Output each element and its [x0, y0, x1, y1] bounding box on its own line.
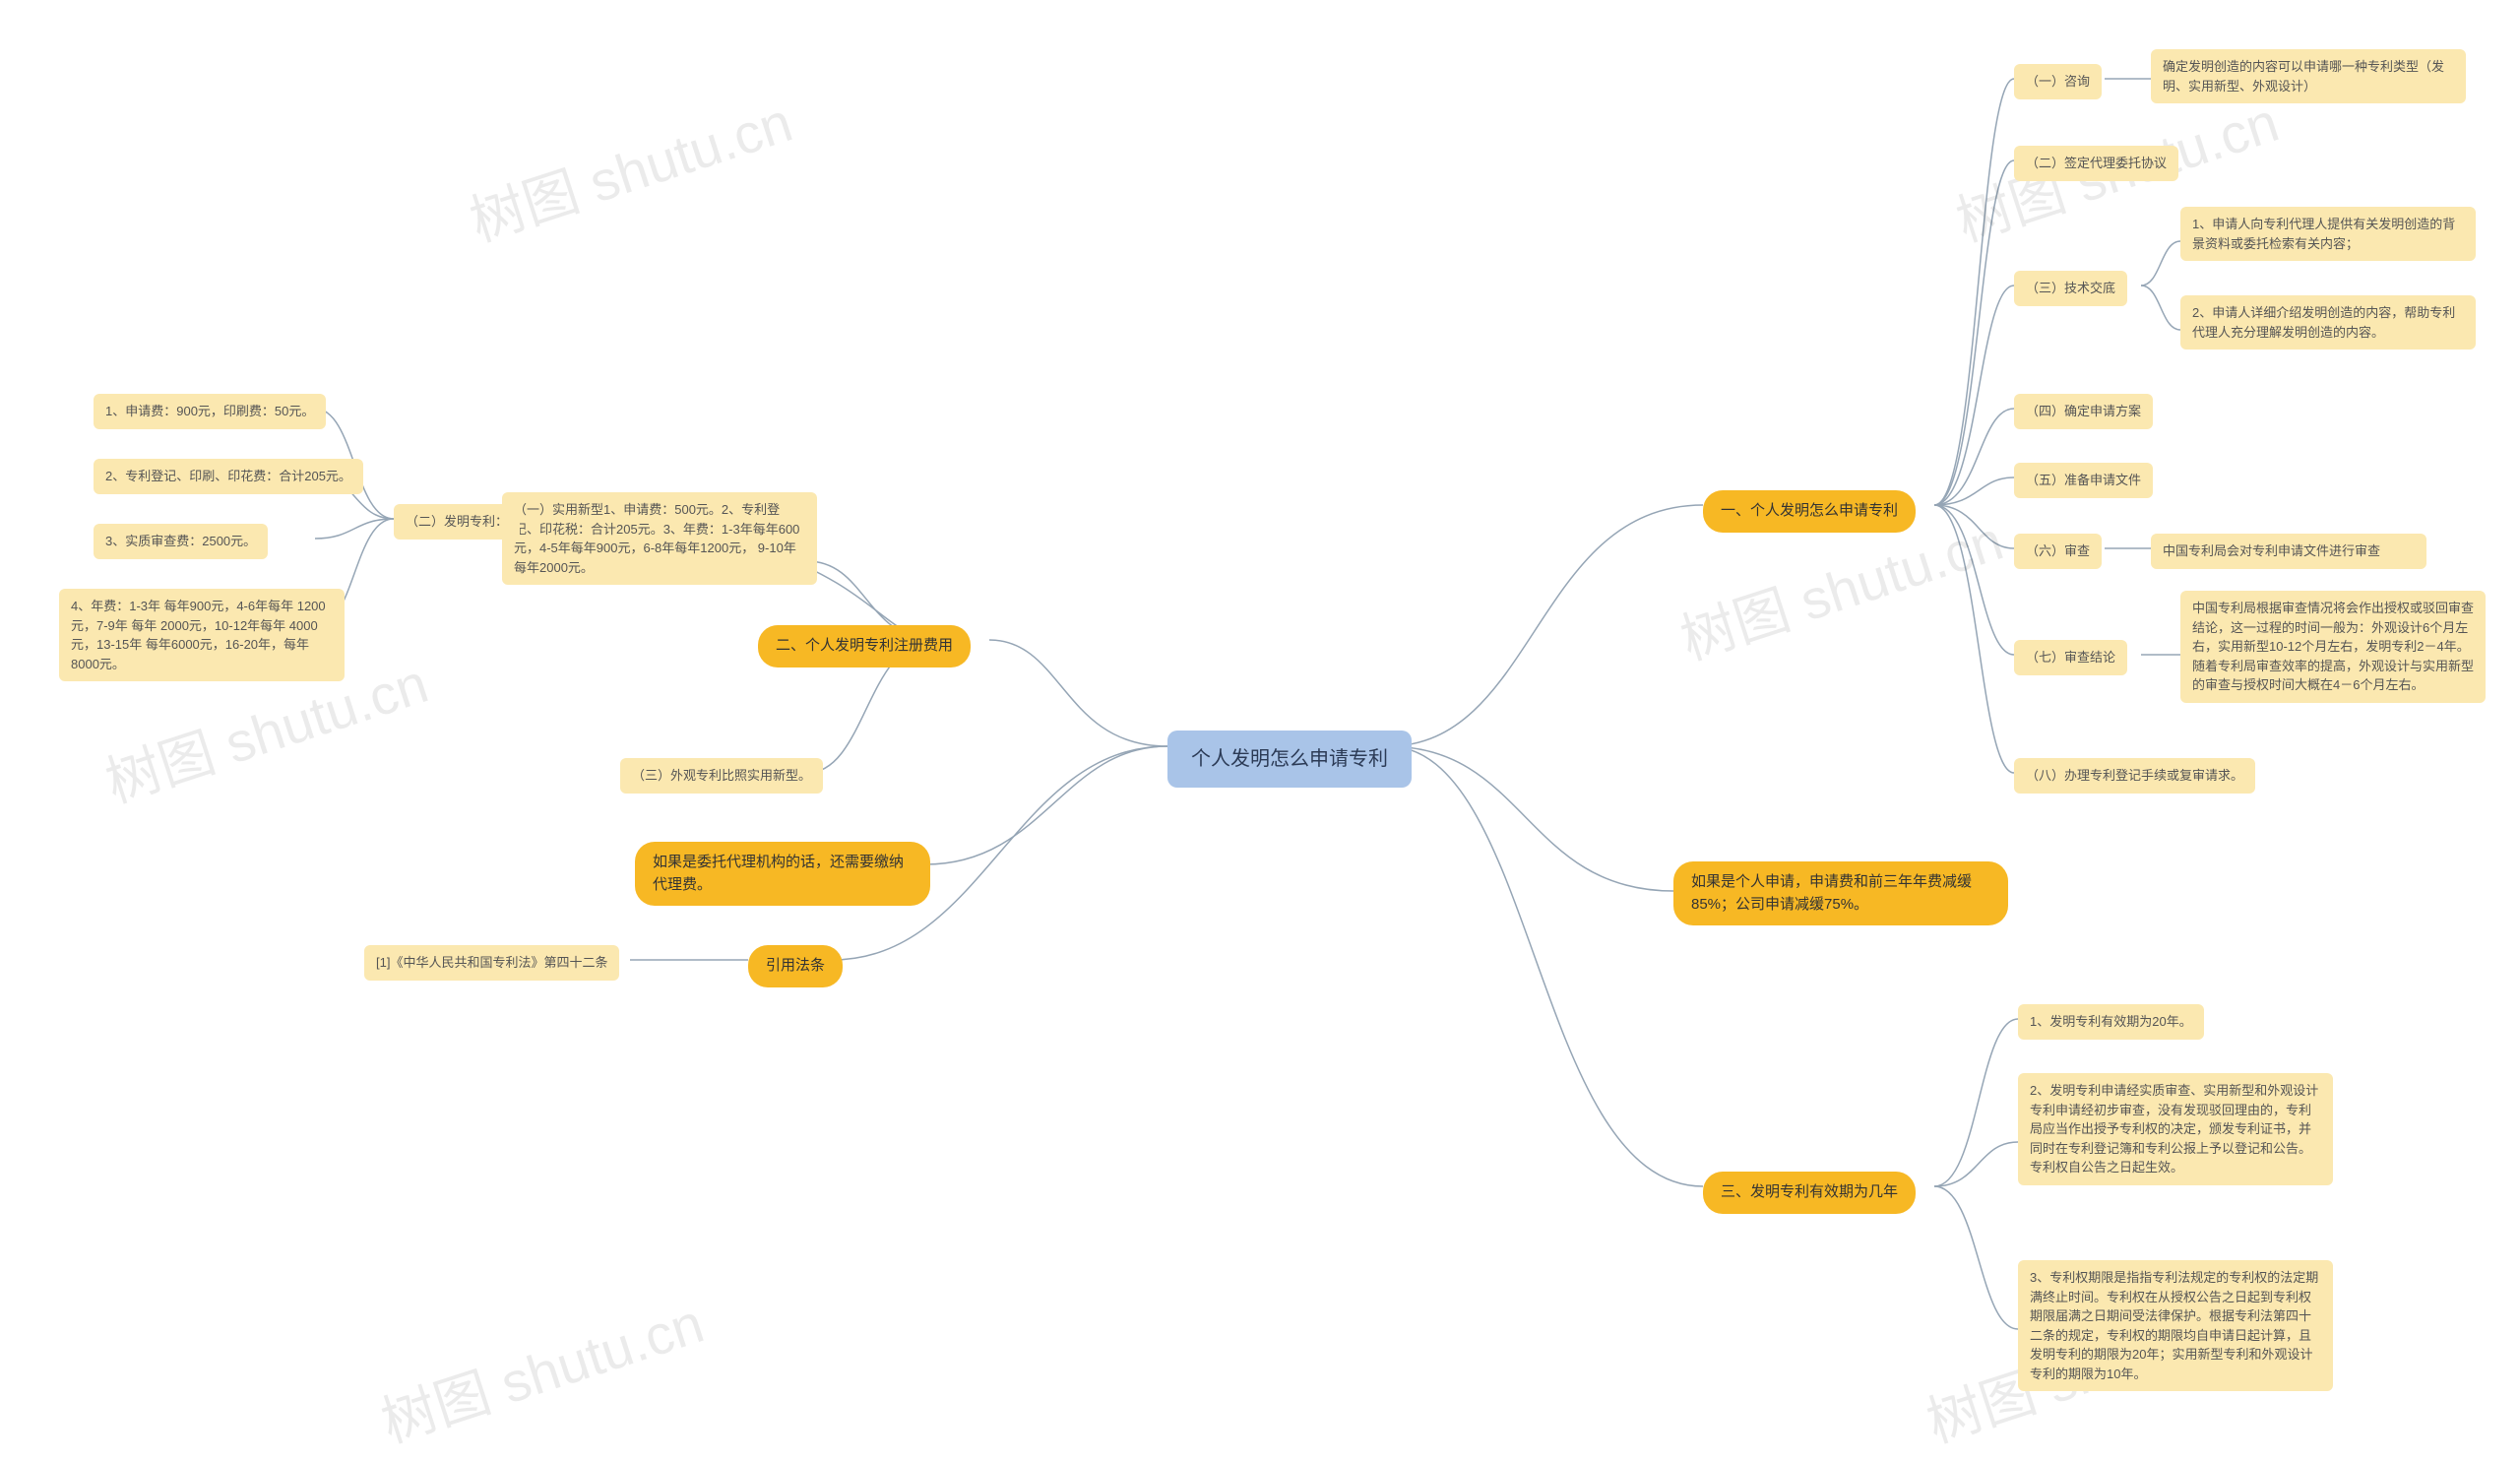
branch-discount[interactable]: 如果是个人申请，申请费和前三年年费减缓85%；公司申请减缓75%。	[1673, 861, 2008, 925]
b3-child-0: 1、发明专利有效期为20年。	[2018, 1004, 2204, 1040]
b3-child-1: 2、发明专利申请经实质审查、实用新型和外观设计专利申请经初步审查，没有发现驳回理…	[2018, 1073, 2333, 1185]
b3-child-2: 3、专利权期限是指指专利法规定的专利权的法定期满终止时间。专利权在从授权公告之日…	[2018, 1260, 2333, 1391]
b1-item-4[interactable]: （四）确定申请方案	[2014, 394, 2153, 429]
b1-item-7-detail: 中国专利局根据审查情况将会作出授权或驳回审查结论，这一过程的时间一般为：外观设计…	[2180, 591, 2486, 703]
branch-1[interactable]: 一、个人发明怎么申请专利	[1703, 490, 1916, 533]
b1-item-6-detail: 中国专利局会对专利申请文件进行审查	[2151, 534, 2426, 569]
b2-item-2-child-1: 2、专利登记、印刷、印花费：合计205元。	[94, 459, 363, 494]
b2-item-3[interactable]: （三）外观专利比照实用新型。	[620, 758, 823, 794]
b2-item-2-child-0: 1、申请费：900元，印刷费：50元。	[94, 394, 326, 429]
b2-item-2[interactable]: （二）发明专利：	[394, 504, 520, 540]
branch-agent-fee[interactable]: 如果是委托代理机构的话，还需要缴纳代理费。	[635, 842, 930, 906]
b2-item-2-child-2: 3、实质审查费：2500元。	[94, 524, 268, 559]
b4-detail: [1]《中华人民共和国专利法》第四十二条	[364, 945, 619, 981]
b1-item-3-child-1: 2、申请人详细介绍发明创造的内容，帮助专利代理人充分理解发明创造的内容。	[2180, 295, 2476, 350]
b1-item-1-detail: 确定发明创造的内容可以申请哪一种专利类型（发明、实用新型、外观设计）	[2151, 49, 2466, 103]
b1-item-7[interactable]: （七）审查结论	[2014, 640, 2127, 675]
b1-item-6[interactable]: （六）审查	[2014, 534, 2102, 569]
b1-item-3-child-0: 1、申请人向专利代理人提供有关发明创造的背景资料或委托检索有关内容；	[2180, 207, 2476, 261]
watermark: 树图 shutu.cn	[370, 1280, 713, 1459]
root-node[interactable]: 个人发明怎么申请专利	[1167, 731, 1412, 788]
b1-item-5[interactable]: （五）准备申请文件	[2014, 463, 2153, 498]
b1-item-8[interactable]: （八）办理专利登记手续或复审请求。	[2014, 758, 2255, 794]
b1-item-2[interactable]: （二）签定代理委托协议	[2014, 146, 2178, 181]
branch-2[interactable]: 二、个人发明专利注册费用	[758, 625, 971, 667]
watermark: 树图 shutu.cn	[459, 79, 801, 258]
b2-item-1[interactable]: （一）实用新型1、申请费：500元。2、专利登记、印花税：合计205元。3、年费…	[502, 492, 817, 585]
b2-item-2-child-3: 4、年费：1-3年 每年900元，4-6年每年 1200元，7-9年 每年 20…	[59, 589, 345, 681]
branch-4[interactable]: 引用法条	[748, 945, 843, 987]
branch-3[interactable]: 三、发明专利有效期为几年	[1703, 1172, 1916, 1214]
b1-item-1[interactable]: （一）咨询	[2014, 64, 2102, 99]
b1-item-3[interactable]: （三）技术交底	[2014, 271, 2127, 306]
